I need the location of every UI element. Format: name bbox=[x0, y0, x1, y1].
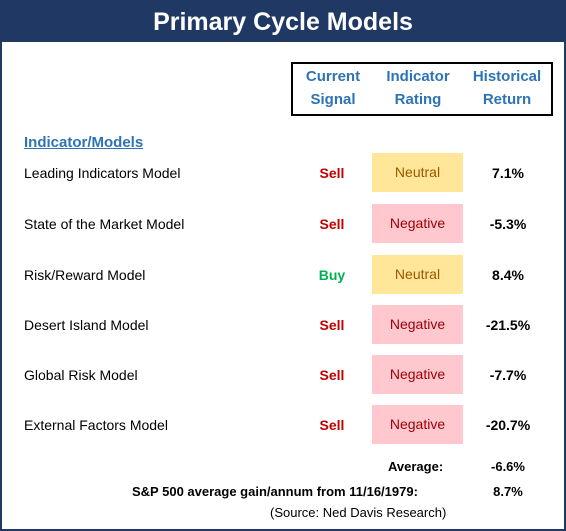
row-signal: Buy bbox=[318, 267, 346, 283]
column-header-box bbox=[291, 62, 553, 116]
row-rating-badge: Negative bbox=[372, 405, 463, 444]
row-signal: Sell bbox=[319, 417, 345, 433]
row-signal: Sell bbox=[319, 216, 345, 232]
row-signal: Sell bbox=[319, 165, 345, 181]
page-title: Primary Cycle Models bbox=[2, 2, 564, 42]
header-indicator-rating: Indicator Rating bbox=[374, 65, 462, 111]
header-return-line1: Historical bbox=[472, 68, 542, 85]
header-signal-line2: Signal bbox=[310, 91, 356, 108]
row-signal: Sell bbox=[319, 367, 345, 383]
row-model-label: Desert Island Model bbox=[24, 317, 149, 333]
row-rating-badge: Negative bbox=[372, 204, 463, 243]
row-model-label: Leading Indicators Model bbox=[24, 165, 181, 181]
sp500-value: 8.7% bbox=[493, 484, 523, 499]
source-note: (Source: Ned Davis Research) bbox=[270, 505, 447, 520]
row-historical-return: -5.3% bbox=[489, 216, 527, 232]
row-rating-badge: Neutral bbox=[372, 153, 463, 192]
row-model-label: Global Risk Model bbox=[24, 367, 138, 383]
row-rating-badge: Negative bbox=[372, 355, 463, 394]
average-value: -6.6% bbox=[491, 459, 525, 474]
row-historical-return: -20.7% bbox=[485, 417, 531, 433]
row-model-label: State of the Market Model bbox=[24, 216, 185, 232]
average-label: Average: bbox=[388, 459, 444, 474]
header-rating-line1: Indicator bbox=[386, 68, 450, 85]
row-model-label: Risk/Reward Model bbox=[24, 267, 146, 283]
section-label: Indicator/Models bbox=[24, 134, 144, 151]
header-rating-line2: Rating bbox=[394, 91, 442, 108]
header-current-signal: Current Signal bbox=[294, 65, 372, 111]
header-signal-line1: Current bbox=[305, 68, 361, 85]
row-signal: Sell bbox=[319, 317, 345, 333]
header-return-line2: Return bbox=[482, 91, 532, 108]
sp500-label: S&P 500 average gain/annum from 11/16/19… bbox=[132, 484, 418, 499]
row-historical-return: 7.1% bbox=[492, 165, 524, 181]
header-historical-return: Historical Return bbox=[464, 65, 550, 111]
row-historical-return: -7.7% bbox=[489, 367, 527, 383]
row-historical-return: 8.4% bbox=[492, 267, 524, 283]
row-historical-return: -21.5% bbox=[485, 317, 531, 333]
row-model-label: External Factors Model bbox=[24, 417, 168, 433]
row-rating-badge: Neutral bbox=[372, 255, 463, 294]
row-rating-badge: Negative bbox=[372, 305, 463, 344]
